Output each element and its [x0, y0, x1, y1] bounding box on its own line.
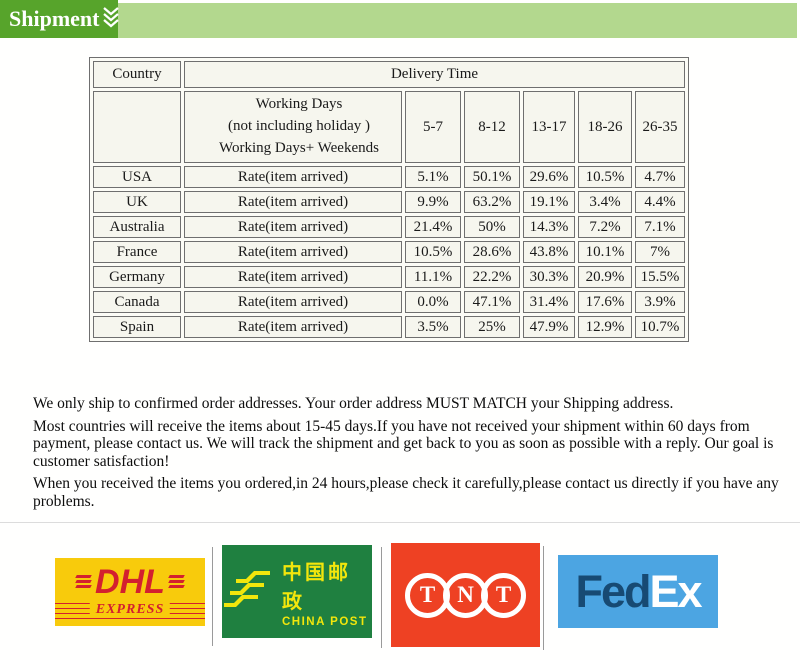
- tnt-ring-icon: T: [481, 572, 526, 618]
- logo-divider: [381, 547, 382, 648]
- rate-value-cell: 17.6%: [578, 291, 632, 313]
- fedex-fed-text: Fed: [575, 565, 651, 617]
- china-post-name-cn: 中国邮政: [282, 561, 351, 613]
- range-header: 26-35: [635, 91, 686, 163]
- table-row-germany: Germany Rate(item arrived) 11.1% 22.2% 3…: [93, 266, 686, 288]
- rate-value-cell: 9.9%: [405, 191, 461, 213]
- rate-value-cell: 47.9%: [523, 316, 575, 338]
- rate-value-cell: 4.7%: [635, 166, 686, 188]
- rate-label-cell: Rate(item arrived): [184, 266, 402, 288]
- china-post-logo: 中国邮政 CHINA POST: [222, 545, 372, 638]
- rate-value-cell: 7.1%: [635, 216, 686, 238]
- rate-value-cell: 29.6%: [523, 166, 575, 188]
- rate-value-cell: 50.1%: [464, 166, 520, 188]
- rate-value-cell: 63.2%: [464, 191, 520, 213]
- tnt-logo: T N T: [391, 543, 540, 647]
- rate-value-cell: 25%: [464, 316, 520, 338]
- divider-line: [0, 522, 800, 523]
- rate-value-cell: 4.4%: [635, 191, 686, 213]
- country-column-header: Country: [93, 61, 181, 88]
- country-cell: UK: [93, 191, 181, 213]
- dhl-stripes-left-icon: [75, 575, 92, 588]
- delivery-time-column-header: Delivery Time: [184, 61, 686, 88]
- logo-divider: [212, 547, 213, 646]
- china-post-name-en: CHINA POST: [282, 615, 368, 628]
- fedex-logo: Fed Ex: [558, 555, 718, 628]
- table-row-usa: USA Rate(item arrived) 5.1% 50.1% 29.6% …: [93, 166, 686, 188]
- rate-label-cell: Rate(item arrived): [184, 316, 402, 338]
- table-row-spain: Spain Rate(item arrived) 3.5% 25% 47.9% …: [93, 316, 686, 338]
- rate-value-cell: 10.1%: [578, 241, 632, 263]
- rate-value-cell: 10.7%: [635, 316, 686, 338]
- rate-value-cell: 19.1%: [523, 191, 575, 213]
- country-cell: Australia: [93, 216, 181, 238]
- range-header: 13-17: [523, 91, 575, 163]
- rate-value-cell: 21.4%: [405, 216, 461, 238]
- rate-value-cell: 12.9%: [578, 316, 632, 338]
- rate-label-cell: Rate(item arrived): [184, 216, 402, 238]
- header-light-green-bar: [0, 3, 797, 38]
- rate-value-cell: 3.4%: [578, 191, 632, 213]
- fedex-ex-text: Ex: [649, 565, 702, 617]
- empty-cell: [93, 91, 181, 163]
- table-row-france: France Rate(item arrived) 10.5% 28.6% 43…: [93, 241, 686, 263]
- rate-value-cell: 43.8%: [523, 241, 575, 263]
- rate-value-cell: 3.9%: [635, 291, 686, 313]
- table-row-uk: UK Rate(item arrived) 9.9% 63.2% 19.1% 3…: [93, 191, 686, 213]
- note-delivery-window: Most countries will receive the items ab…: [33, 417, 774, 470]
- china-post-emblem-icon: [222, 567, 274, 616]
- dhl-stripes-right-icon: [168, 575, 185, 588]
- chevron-down-icon: [101, 6, 121, 36]
- rate-value-cell: 28.6%: [464, 241, 520, 263]
- rate-value-cell: 15.5%: [635, 266, 686, 288]
- dhl-express-lines: EXPRESS: [55, 600, 205, 620]
- table-row-australia: Australia Rate(item arrived) 21.4% 50% 1…: [93, 216, 686, 238]
- note-check-items: When you received the items you ordered,…: [33, 475, 779, 510]
- rate-value-cell: 50%: [464, 216, 520, 238]
- working-days-cell: Working Days (not including holiday ) Wo…: [184, 91, 402, 163]
- range-header: 5-7: [405, 91, 461, 163]
- range-header: 8-12: [464, 91, 520, 163]
- rate-value-cell: 47.1%: [464, 291, 520, 313]
- shipping-notes: We only ship to confirmed order addresse…: [33, 395, 787, 515]
- rate-label-cell: Rate(item arrived): [184, 241, 402, 263]
- rate-value-cell: 7.2%: [578, 216, 632, 238]
- country-cell: Spain: [93, 316, 181, 338]
- range-header: 18-26: [578, 91, 632, 163]
- rate-label-cell: Rate(item arrived): [184, 166, 402, 188]
- rate-label-cell: Rate(item arrived): [184, 191, 402, 213]
- rate-value-cell: 10.5%: [578, 166, 632, 188]
- rate-value-cell: 14.3%: [523, 216, 575, 238]
- rate-value-cell: 3.5%: [405, 316, 461, 338]
- rate-value-cell: 0.0%: [405, 291, 461, 313]
- rate-label-cell: Rate(item arrived): [184, 291, 402, 313]
- dhl-express-label: EXPRESS: [89, 601, 171, 618]
- rate-value-cell: 10.5%: [405, 241, 461, 263]
- rate-value-cell: 20.9%: [578, 266, 632, 288]
- rate-value-cell: 7%: [635, 241, 686, 263]
- shipment-header-badge: Shipment: [0, 0, 121, 38]
- shipment-title: Shipment: [9, 6, 100, 31]
- rate-value-cell: 30.3%: [523, 266, 575, 288]
- dhl-wordmark: DHL: [95, 562, 165, 601]
- rate-value-cell: 31.4%: [523, 291, 575, 313]
- logo-divider: [543, 546, 544, 650]
- country-cell: France: [93, 241, 181, 263]
- delivery-table: Country Delivery Time Working Days (not …: [89, 57, 690, 342]
- rate-value-cell: 22.2%: [464, 266, 520, 288]
- rate-value-cell: 5.1%: [405, 166, 461, 188]
- country-cell: Canada: [93, 291, 181, 313]
- note-address: We only ship to confirmed order addresse…: [33, 395, 674, 412]
- rate-value-cell: 11.1%: [405, 266, 461, 288]
- country-cell: USA: [93, 166, 181, 188]
- country-cell: Germany: [93, 266, 181, 288]
- dhl-logo: DHL EXPRESS: [55, 558, 205, 626]
- table-row-canada: Canada Rate(item arrived) 0.0% 47.1% 31.…: [93, 291, 686, 313]
